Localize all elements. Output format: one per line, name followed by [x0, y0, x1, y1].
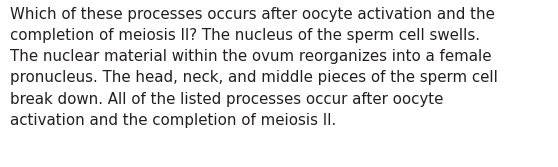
Text: Which of these processes occurs after oocyte activation and the
completion of me: Which of these processes occurs after oo…	[10, 7, 498, 128]
